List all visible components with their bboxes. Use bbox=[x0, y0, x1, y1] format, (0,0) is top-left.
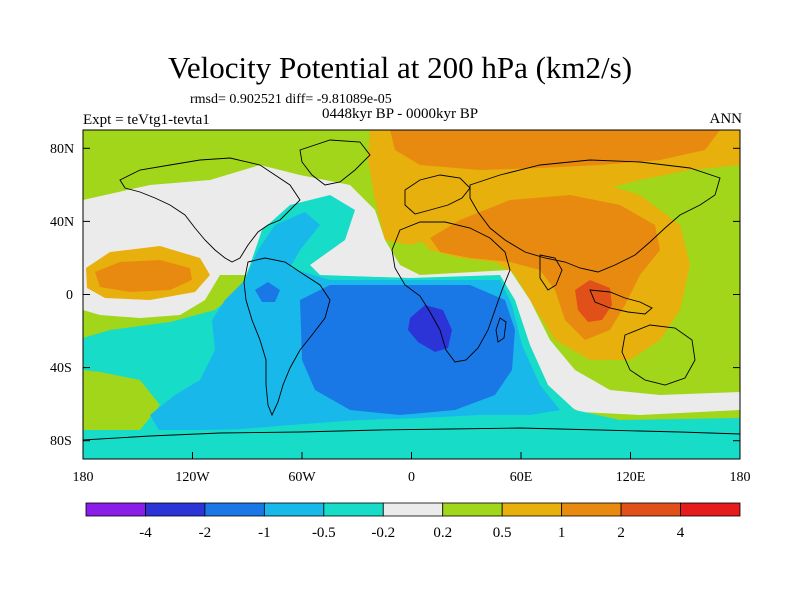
colorbar-swatch bbox=[382, 502, 444, 517]
lon-tick-label: 60W bbox=[288, 470, 316, 485]
lon-tick-labels: 180 120W 60W 0 60E 120E 180 bbox=[73, 470, 751, 485]
colorbar-label: 1 bbox=[558, 525, 566, 541]
colorbar-label: 0.5 bbox=[493, 525, 512, 541]
season-label: ANN bbox=[709, 111, 743, 127]
colorbar bbox=[85, 502, 741, 517]
lon-tick-label: 180 bbox=[73, 470, 94, 485]
lon-tick-label: 120W bbox=[175, 470, 210, 485]
plot-title: Velocity Potential at 200 hPa (km2/s) bbox=[167, 50, 633, 85]
period-subtitle: 0448kyr BP - 0000kyr BP bbox=[321, 106, 479, 122]
colorbar-label: -2 bbox=[199, 525, 212, 541]
colorbar-swatch bbox=[263, 502, 325, 517]
field-region-antarctic bbox=[83, 423, 740, 459]
lat-tick-label: 40S bbox=[50, 361, 72, 376]
field-region-negative-peak bbox=[408, 305, 452, 352]
lon-tick-label: 120E bbox=[616, 470, 646, 485]
field-region-positive-high-north bbox=[390, 130, 720, 170]
colorbar-swatch bbox=[145, 502, 206, 517]
coastlines bbox=[83, 139, 740, 441]
lat-tick-label: 0 bbox=[66, 288, 73, 303]
lon-tick-label: 0 bbox=[408, 470, 415, 485]
colorbar-label: -0.5 bbox=[312, 525, 336, 541]
colorbar-label: -0.2 bbox=[371, 525, 395, 541]
field-region-negative-strong-west bbox=[255, 282, 280, 302]
colorbar-label: 4 bbox=[677, 525, 685, 541]
field-region-near-zero bbox=[83, 165, 740, 415]
colorbar-label: 2 bbox=[617, 525, 625, 541]
contour-field bbox=[83, 130, 740, 459]
colorbar-swatch bbox=[204, 502, 265, 517]
colorbar-swatch bbox=[442, 502, 503, 517]
lon-tick-label: 180 bbox=[730, 470, 751, 485]
lat-tick-label: 40N bbox=[50, 215, 74, 230]
experiment-label: Expt = teVtg1-tevta1 bbox=[83, 112, 210, 128]
lon-tick-label: 60E bbox=[510, 470, 533, 485]
colorbar-swatch bbox=[85, 502, 146, 517]
colorbar-label: -4 bbox=[139, 525, 152, 541]
colorbar-swatch bbox=[501, 502, 563, 517]
colorbar-swatch bbox=[561, 502, 622, 517]
lat-axis bbox=[83, 147, 740, 442]
colorbar-swatch bbox=[323, 502, 384, 517]
field-region-negative-strong bbox=[300, 285, 515, 415]
stats-text: rmsd= 0.902521 diff= -9.81089e-05 bbox=[190, 92, 392, 107]
lat-tick-label: 80S bbox=[50, 434, 72, 449]
colorbar-swatch bbox=[680, 502, 741, 517]
lat-tick-label: 80N bbox=[50, 142, 74, 157]
colorbar-swatch bbox=[620, 502, 681, 517]
field-region-positive-peak bbox=[575, 280, 612, 322]
lat-tick-labels: 80N 40N 0 40S 80S bbox=[50, 142, 74, 449]
colorbar-label: -1 bbox=[258, 525, 271, 541]
colorbar-labels: -4 -2 -1 -0.5 -0.2 0.2 0.5 1 2 4 bbox=[139, 525, 685, 541]
colorbar-label: 0.2 bbox=[433, 525, 452, 541]
field-region-pacific-core bbox=[95, 260, 192, 292]
lon-axis bbox=[82, 452, 741, 459]
